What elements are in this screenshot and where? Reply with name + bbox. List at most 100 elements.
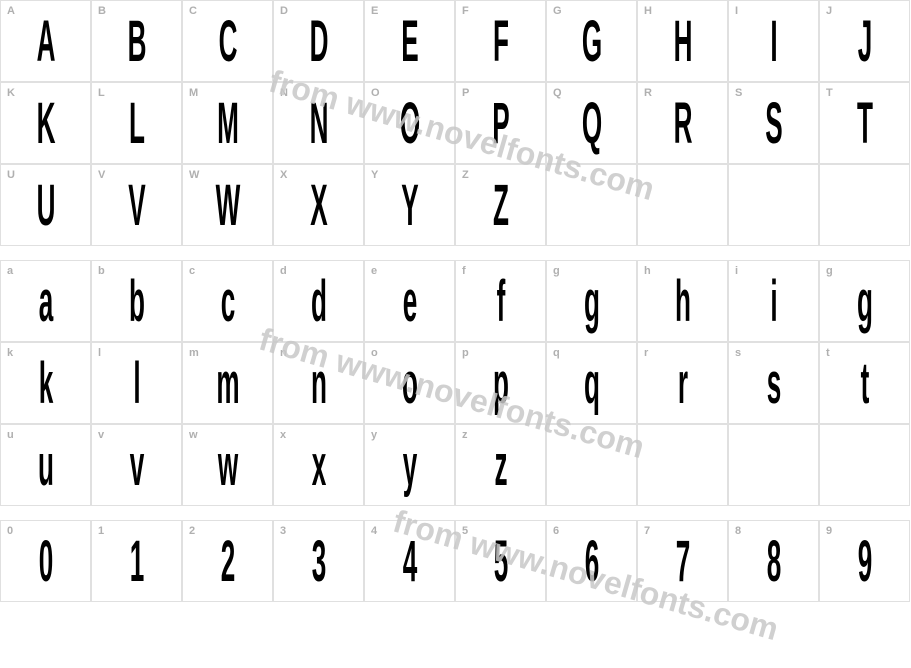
cell-glyph: 8 (766, 533, 781, 591)
cell-label: 0 (7, 525, 13, 537)
cell-glyph: J (857, 13, 872, 71)
glyph-cell: UU (0, 164, 91, 246)
glyph-cell: AA (0, 0, 91, 82)
glyph-cell: PP (455, 82, 546, 164)
cell-label: m (189, 347, 199, 359)
cell-label: p (462, 347, 469, 359)
glyph-cell: 22 (182, 520, 273, 602)
cell-label: E (371, 5, 378, 17)
cell-label: h (644, 265, 651, 277)
glyph-cell: 00 (0, 520, 91, 602)
glyph-cell: VV (91, 164, 182, 246)
cell-glyph: p (493, 355, 509, 413)
cell-label: J (826, 5, 832, 17)
glyph-cell: EE (364, 0, 455, 82)
cell-label: y (371, 429, 377, 441)
cell-glyph: E (401, 13, 418, 71)
glyph-cell: LL (91, 82, 182, 164)
cell-label: V (98, 169, 105, 181)
glyph-cell: 66 (546, 520, 637, 602)
cell-label: i (735, 265, 738, 277)
cell-label: a (7, 265, 13, 277)
glyph-cell: 88 (728, 520, 819, 602)
glyph-cell: ii (728, 260, 819, 342)
glyph-cell: cc (182, 260, 273, 342)
cell-label: n (280, 347, 287, 359)
cell-label: A (7, 5, 15, 17)
cell-glyph: g (584, 273, 600, 331)
cell-label: F (462, 5, 469, 17)
cell-glyph: a (38, 273, 53, 331)
glyph-cell: GG (546, 0, 637, 82)
cell-glyph: f (496, 273, 505, 331)
cell-glyph: v (129, 437, 144, 495)
cell-label: w (189, 429, 198, 441)
glyph-cell: ff (455, 260, 546, 342)
cell-label: Y (371, 169, 378, 181)
cell-glyph: u (38, 437, 54, 495)
cell-glyph: Z (493, 177, 509, 235)
cell-glyph: k (38, 355, 53, 413)
cell-glyph: e (402, 273, 417, 331)
glyph-cell: QQ (546, 82, 637, 164)
cell-label: D (280, 5, 288, 17)
row-gap (0, 246, 910, 260)
cell-label: Z (462, 169, 469, 181)
cell-glyph: 6 (584, 533, 599, 591)
glyph-cell: pp (455, 342, 546, 424)
glyph-cell: II (728, 0, 819, 82)
glyph-cell: 44 (364, 520, 455, 602)
glyph-cell: 33 (273, 520, 364, 602)
cell-glyph: K (36, 95, 55, 153)
cell-glyph: 0 (38, 533, 53, 591)
cell-label: s (735, 347, 741, 359)
glyph-cell: zz (455, 424, 546, 506)
cell-glyph: V (128, 177, 145, 235)
cell-label: u (7, 429, 14, 441)
glyph-cell (637, 164, 728, 246)
cell-label: I (735, 5, 738, 17)
cell-label: T (826, 87, 833, 99)
cell-glyph: 4 (402, 533, 417, 591)
cell-label: N (280, 87, 288, 99)
glyph-cell: 11 (91, 520, 182, 602)
glyph-cell: yy (364, 424, 455, 506)
glyph-cell: SS (728, 82, 819, 164)
glyph-cell: WW (182, 164, 273, 246)
cell-glyph: 7 (675, 533, 690, 591)
glyph-cell: YY (364, 164, 455, 246)
row-gap (0, 506, 910, 520)
cell-label: 2 (189, 525, 195, 537)
glyph-cell: MM (182, 82, 273, 164)
glyph-cell (637, 424, 728, 506)
glyph-cell: oo (364, 342, 455, 424)
glyph-cell: uu (0, 424, 91, 506)
cell-label: H (644, 5, 652, 17)
cell-label: o (371, 347, 378, 359)
glyph-cell: DD (273, 0, 364, 82)
cell-label: 7 (644, 525, 650, 537)
glyph-cell: bb (91, 260, 182, 342)
glyph-cell (819, 424, 910, 506)
cell-label: Q (553, 87, 562, 99)
cell-label: G (553, 5, 562, 17)
glyph-cell: aa (0, 260, 91, 342)
glyph-cell: nn (273, 342, 364, 424)
cell-glyph: z (494, 437, 507, 495)
glyph-cell: CC (182, 0, 273, 82)
cell-glyph: 9 (857, 533, 872, 591)
cell-glyph: h (675, 273, 691, 331)
cell-glyph: W (215, 177, 240, 235)
cell-label: b (98, 265, 105, 277)
glyph-cell: ll (91, 342, 182, 424)
cell-label: g (826, 265, 833, 277)
cell-glyph: 1 (129, 533, 144, 591)
cell-glyph: q (584, 355, 600, 413)
cell-glyph: G (581, 13, 601, 71)
cell-glyph: C (218, 13, 237, 71)
cell-label: g (553, 265, 560, 277)
cell-glyph: 3 (311, 533, 326, 591)
glyph-cell: qq (546, 342, 637, 424)
cell-glyph: Y (401, 177, 418, 235)
cell-label: 9 (826, 525, 832, 537)
